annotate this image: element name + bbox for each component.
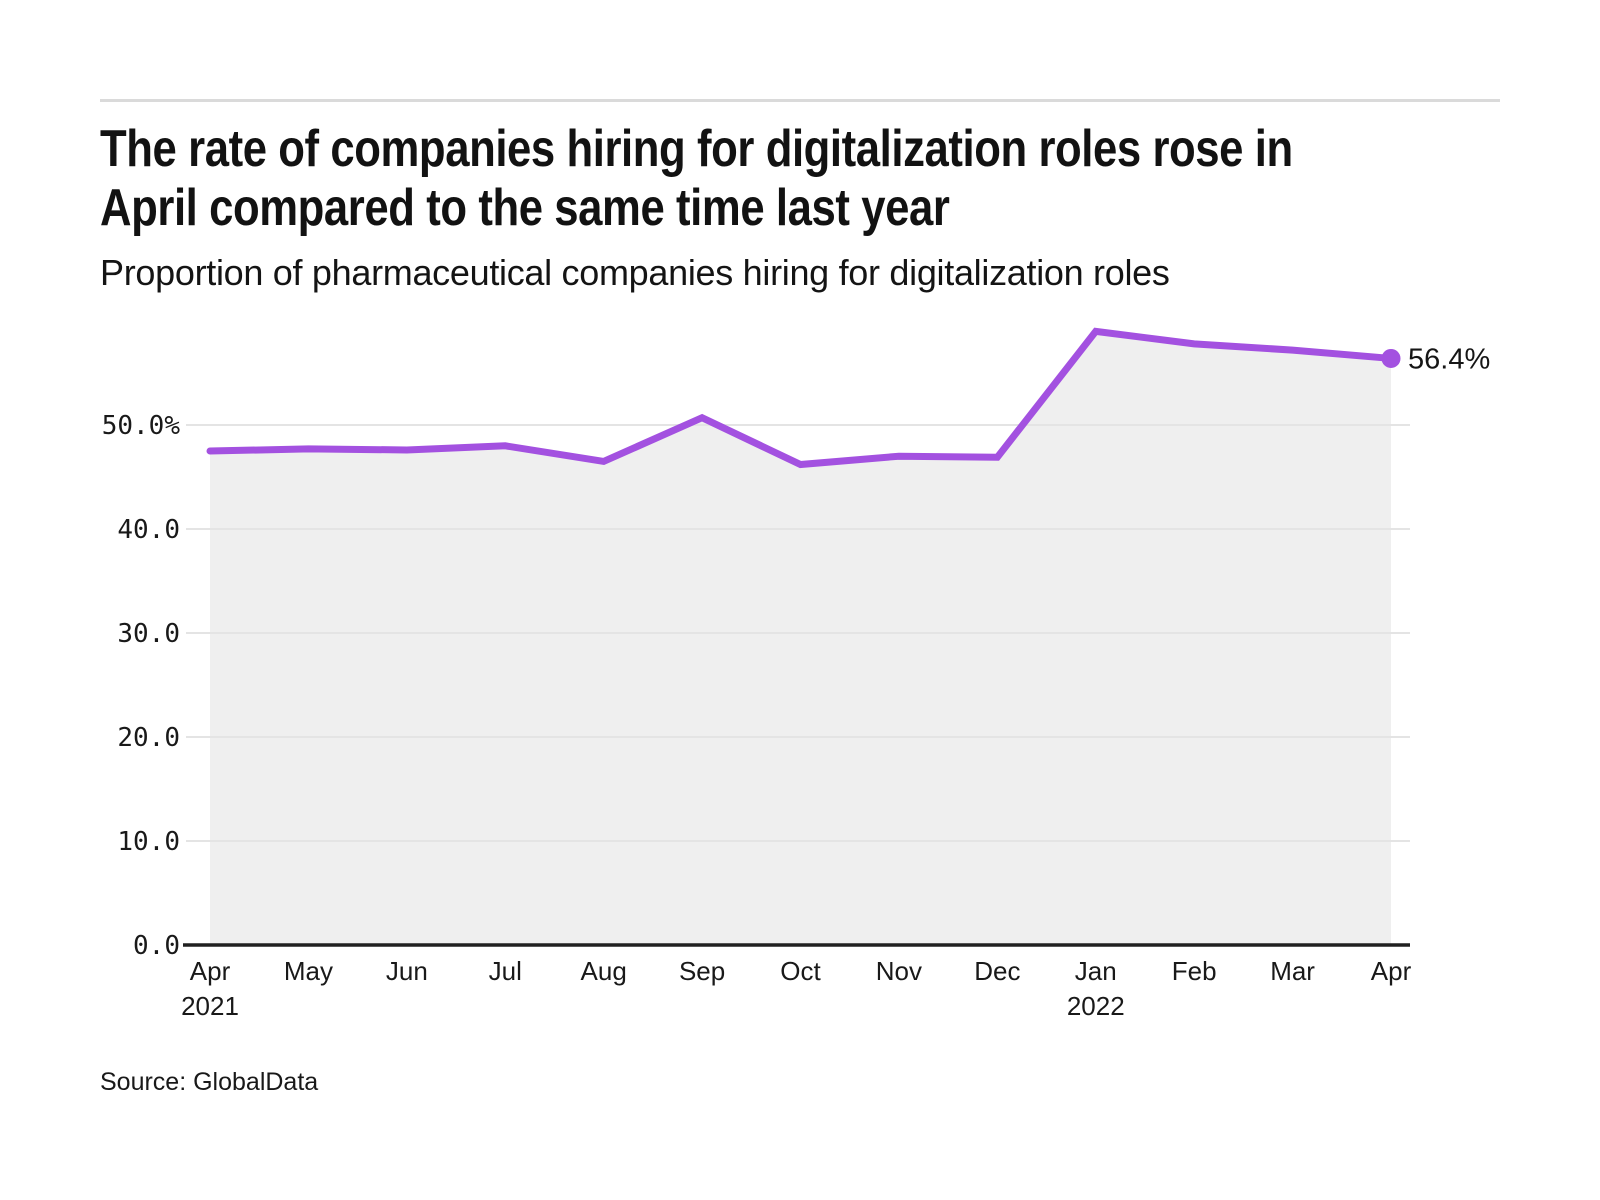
y-axis-label: 50.0% bbox=[102, 411, 181, 441]
x-axis-year-label: 2022 bbox=[1067, 991, 1125, 1021]
source-note: Source: GlobalData bbox=[100, 1068, 319, 1096]
y-axis-label: 0.0 bbox=[133, 931, 180, 961]
title-line-2: April compared to the same time last yea… bbox=[100, 179, 950, 237]
y-axis-label: 10.0 bbox=[117, 827, 180, 857]
x-axis-label: Jun bbox=[386, 956, 428, 986]
x-axis-label: Feb bbox=[1172, 956, 1217, 986]
x-axis-label: Apr bbox=[1371, 956, 1412, 986]
x-axis-label: Aug bbox=[581, 956, 627, 986]
x-axis-label: Sep bbox=[679, 956, 725, 986]
x-axis-label: Jan bbox=[1075, 956, 1117, 986]
trend-line bbox=[206, 327, 1395, 469]
x-axis-label: Apr bbox=[190, 956, 231, 986]
chart-title: The rate of companies hiring for digital… bbox=[100, 120, 1520, 238]
x-axis-label: Jul bbox=[489, 956, 522, 986]
line-chart: 0.0 10.0 20.0 30.0 40.0 50.0% Apr 2021 May Jun Jul… bbox=[102, 327, 1490, 1021]
y-axis-label: 40.0 bbox=[117, 515, 180, 545]
x-axis-label: Nov bbox=[876, 956, 922, 986]
x-axis-label: Mar bbox=[1270, 956, 1315, 986]
end-point-label: 56.4% bbox=[1408, 343, 1490, 375]
x-axis-label: Dec bbox=[974, 956, 1020, 986]
area-fill bbox=[210, 331, 1391, 945]
title-line-1: The rate of companies hiring for digital… bbox=[100, 120, 1293, 178]
chart-subtitle: Proportion of pharmaceutical companies h… bbox=[100, 252, 1170, 293]
end-point-dot bbox=[1381, 348, 1401, 368]
x-axis-year-label: 2021 bbox=[181, 991, 239, 1021]
y-axis-label: 20.0 bbox=[117, 723, 180, 753]
x-axis-label: May bbox=[284, 956, 333, 986]
top-divider bbox=[100, 99, 1500, 102]
y-axis-label: 30.0 bbox=[117, 619, 180, 649]
x-axis-label: Oct bbox=[780, 956, 821, 986]
